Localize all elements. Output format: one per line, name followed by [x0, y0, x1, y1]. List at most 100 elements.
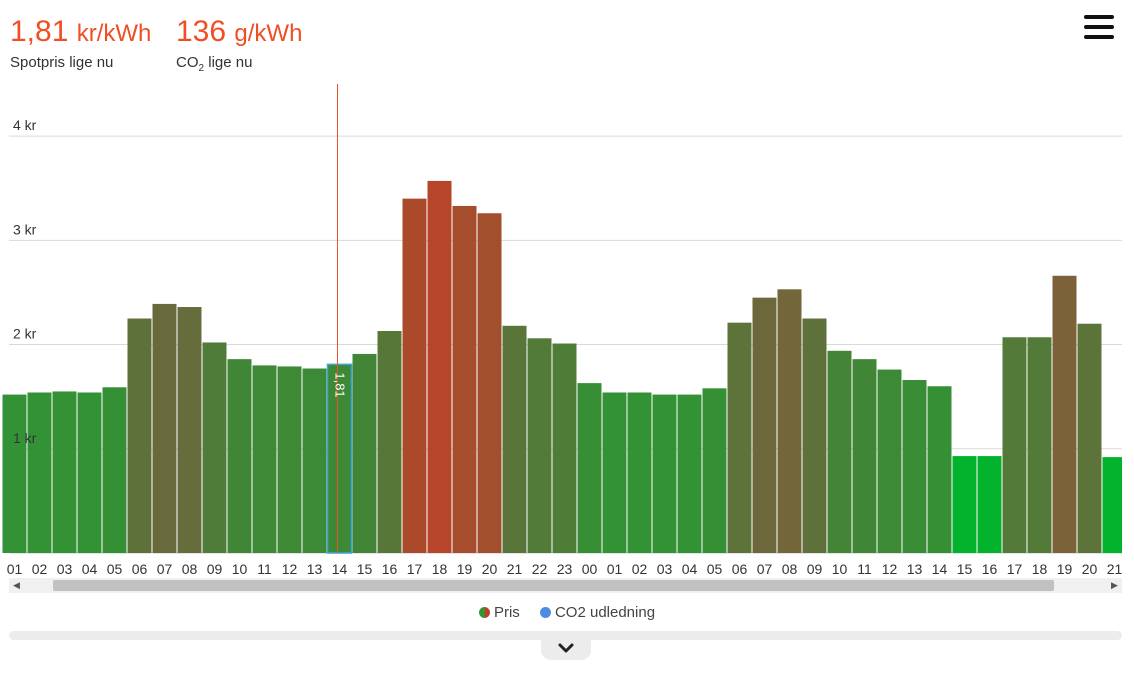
bar[interactable]	[252, 365, 277, 553]
y-tick-label: 2 kr	[13, 326, 37, 342]
bar[interactable]	[102, 387, 127, 553]
x-tick-label: 16	[382, 561, 398, 577]
y-tick-label: 4 kr	[13, 117, 37, 133]
bar[interactable]	[902, 379, 927, 553]
bar[interactable]	[802, 318, 827, 554]
bar[interactable]	[152, 303, 177, 553]
bar[interactable]	[702, 388, 727, 553]
bar[interactable]	[452, 205, 477, 553]
x-tick-label: 10	[832, 561, 848, 577]
x-tick-label: 13	[307, 561, 323, 577]
co2-dot-icon	[539, 607, 551, 618]
expand-button[interactable]	[541, 638, 591, 660]
current-price: 1,81 kr/kWh Spotpris lige nu	[10, 14, 151, 71]
footer-bar	[9, 631, 1122, 640]
bar[interactable]	[627, 392, 652, 553]
x-tick-label: 07	[757, 561, 773, 577]
bar[interactable]	[602, 392, 627, 553]
y-tick-label: 3 kr	[13, 221, 37, 237]
x-tick-label: 22	[532, 561, 548, 577]
co2-label: CO2 lige nu	[176, 54, 253, 74]
bar[interactable]	[377, 331, 402, 553]
x-tick-label: 19	[457, 561, 473, 577]
x-tick-label: 01	[607, 561, 623, 577]
bar[interactable]	[402, 198, 427, 553]
x-tick-label: 06	[732, 561, 748, 577]
bar[interactable]	[502, 325, 527, 553]
bar[interactable]	[352, 353, 377, 553]
bar[interactable]	[927, 386, 952, 553]
x-tick-label: 20	[1082, 561, 1098, 577]
bar[interactable]	[577, 383, 602, 553]
x-tick-label: 11	[257, 561, 272, 577]
x-tick-label: 11	[857, 561, 872, 577]
bar[interactable]	[1052, 275, 1077, 553]
bar[interactable]	[1027, 337, 1052, 553]
legend-item-price[interactable]: Pris	[478, 604, 520, 621]
hamburger-menu-icon[interactable]	[1084, 15, 1114, 41]
y-axis-labels: 1 kr 2 kr 3 kr 4 kr	[13, 117, 37, 446]
bar[interactable]	[477, 213, 502, 554]
bar[interactable]	[302, 368, 327, 553]
x-tick-label: 03	[57, 561, 73, 577]
x-tick-label: 00	[582, 561, 598, 577]
bar[interactable]	[326, 363, 353, 554]
legend-item-co2[interactable]: CO2 udledning	[539, 604, 655, 621]
bar[interactable]	[77, 392, 102, 553]
bar[interactable]	[1102, 457, 1123, 553]
bar[interactable]	[1002, 337, 1027, 553]
bar[interactable]	[652, 394, 677, 553]
current-co2: 136 g/kWh CO2 lige nu	[176, 14, 302, 74]
chart-scrollbar[interactable]: ◀ ▶	[9, 578, 1122, 593]
x-tick-label: 19	[1057, 561, 1073, 577]
x-tick-label: 09	[207, 561, 223, 577]
bar[interactable]	[977, 456, 1002, 553]
bar[interactable]	[227, 359, 252, 553]
x-tick-label: 07	[157, 561, 173, 577]
bar[interactable]	[877, 369, 902, 553]
x-tick-label: 03	[657, 561, 673, 577]
bar[interactable]	[52, 391, 77, 553]
x-tick-label: 08	[182, 561, 198, 577]
bar[interactable]	[27, 392, 52, 553]
bar[interactable]	[427, 180, 452, 553]
x-tick-label: 05	[707, 561, 723, 577]
x-tick-label: 18	[432, 561, 448, 577]
bar[interactable]	[2, 394, 27, 553]
x-tick-label: 16	[982, 561, 998, 577]
price-unit: kr/kWh	[76, 20, 152, 47]
x-tick-label: 10	[232, 561, 248, 577]
scroll-thumb[interactable]	[53, 580, 1054, 591]
bar[interactable]	[952, 456, 977, 553]
bar[interactable]	[552, 343, 577, 553]
bar[interactable]	[202, 342, 227, 553]
bar[interactable]	[852, 359, 877, 553]
x-tick-label: 08	[782, 561, 798, 577]
bar[interactable]	[277, 366, 302, 553]
bar[interactable]	[127, 318, 152, 554]
scroll-left-icon[interactable]: ◀	[13, 580, 20, 590]
scroll-right-icon[interactable]: ▶	[1111, 580, 1118, 590]
chevron-down-icon	[558, 643, 574, 653]
x-tick-label: 17	[1007, 561, 1023, 577]
x-tick-label: 06	[132, 561, 148, 577]
x-tick-label: 14	[332, 561, 348, 577]
price-dot-icon	[478, 607, 490, 618]
x-tick-label: 05	[107, 561, 123, 577]
bar[interactable]	[677, 394, 702, 553]
x-tick-label: 15	[357, 561, 373, 577]
bar[interactable]	[727, 322, 752, 553]
bar[interactable]	[527, 338, 552, 553]
bar[interactable]	[827, 350, 852, 553]
co2-unit: g/kWh	[234, 20, 303, 47]
price-value: 1,81	[10, 15, 69, 48]
bar[interactable]	[1077, 323, 1102, 553]
price-bar-chart: 1 kr 2 kr 3 kr 4 kr 01 02 03 04 05 06 07 08 09 10 11 1…	[2, 84, 1123, 577]
bar[interactable]	[177, 307, 202, 553]
price-label: Spotpris lige nu	[10, 54, 114, 71]
bar[interactable]	[777, 289, 802, 553]
x-tick-label: 14	[932, 561, 948, 577]
x-tick-label: 13	[907, 561, 923, 577]
bar[interactable]	[752, 297, 777, 553]
x-tick-label: 15	[957, 561, 973, 577]
